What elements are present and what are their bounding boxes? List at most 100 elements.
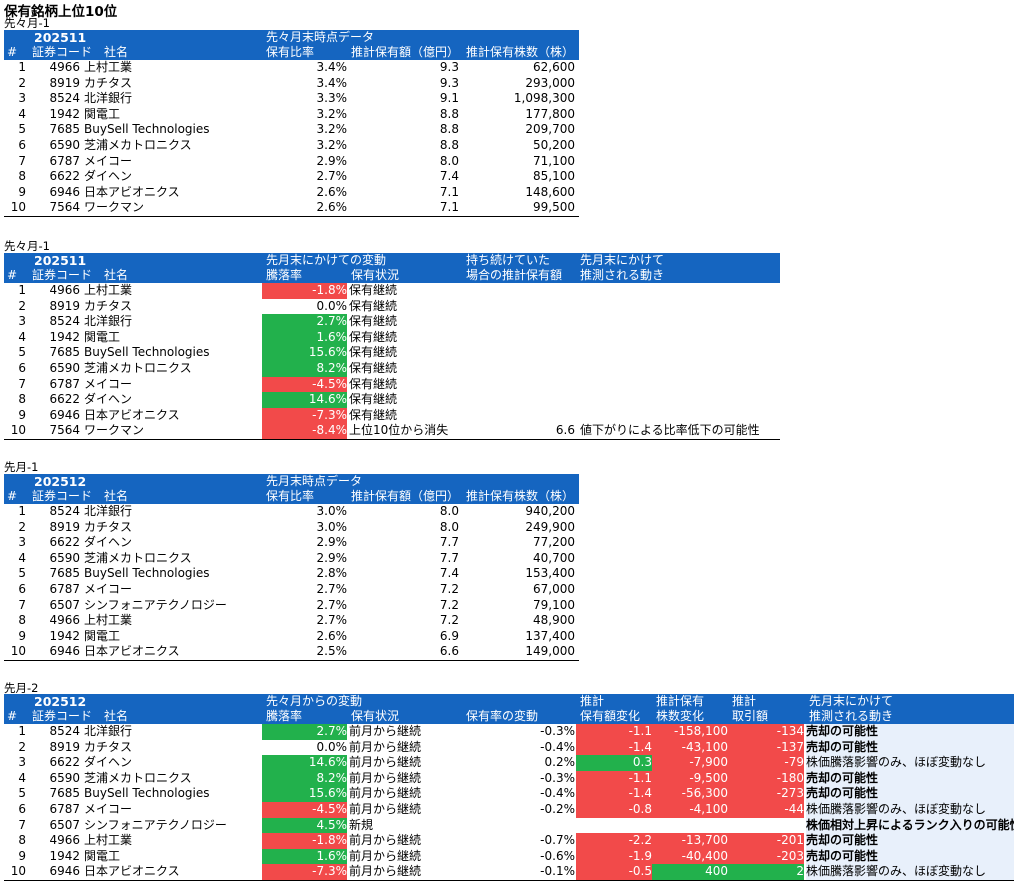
company-name: BuySell Technologies bbox=[84, 566, 210, 581]
table-row: 10 6946 日本アビオニクス -7.3% 前月から継続 -0.1% -0.5 400 2 株価… bbox=[4, 864, 1014, 880]
company-name: 上村工業 bbox=[84, 833, 133, 848]
row-number: 6 bbox=[18, 360, 26, 375]
company-name: 芝浦メカトロニクス bbox=[84, 360, 192, 375]
holding-shares: 62,600 bbox=[533, 60, 575, 74]
holding-ratio: 2.8% bbox=[316, 566, 348, 581]
table4-label: 先月-2 bbox=[4, 681, 39, 695]
trade-amount: -134 bbox=[728, 724, 804, 740]
company-name: メイコー bbox=[84, 153, 133, 168]
security-code: 8919 bbox=[49, 519, 80, 534]
col-code: 証券コード bbox=[32, 268, 93, 282]
company-name: 日本アビオニクス bbox=[84, 407, 180, 422]
col-shares: 推計保有株数（株） bbox=[466, 45, 575, 59]
row-number: 2 bbox=[18, 75, 26, 90]
amount-change: 0.3 bbox=[576, 755, 652, 771]
table-row: 4 1942 関電工 3.2% 8.8 177,800 bbox=[4, 107, 579, 123]
estimated-hold-amount: 6.6 bbox=[555, 423, 575, 438]
holding-amount: 6.6 bbox=[439, 644, 459, 659]
col-change: 騰落率 bbox=[266, 268, 303, 282]
security-code: 6946 bbox=[49, 644, 80, 659]
table2-group-move-b: 推測される動き bbox=[580, 268, 665, 282]
security-code: 6622 bbox=[49, 535, 80, 550]
holding-ratio: 2.6% bbox=[316, 200, 348, 215]
ratio-change: -0.4% bbox=[540, 739, 575, 754]
amount-change: -0.8 bbox=[576, 801, 652, 818]
table4-period: 202512 bbox=[34, 694, 87, 709]
holding-amount: 8.8 bbox=[439, 122, 459, 137]
table4-group-title: 先々月からの変動 bbox=[266, 694, 363, 708]
company-name: カチタス bbox=[84, 519, 133, 534]
table4-group-sh-b: 株数変化 bbox=[656, 709, 705, 723]
company-name: 北洋銀行 bbox=[84, 314, 133, 329]
holding-amount: 7.2 bbox=[439, 597, 459, 612]
col-shares: 推計保有株数（株） bbox=[466, 489, 575, 503]
holding-amount: 9.3 bbox=[439, 75, 459, 90]
row-number: 1 bbox=[18, 283, 26, 297]
holding-status: 保有継続 bbox=[349, 314, 398, 329]
table4-header-columns: # 証券コード 社名 騰落率 保有状況 保有率の変動 保有額変化 株数変化 取引… bbox=[4, 709, 1014, 724]
company-name: ワークマン bbox=[84, 200, 145, 215]
table-row: 3 6622 ダイヘン 14.6% 前月から継続 0.2% 0.3 -7,900 -79 株価騰落… bbox=[4, 755, 1014, 771]
holding-status: 前月から継続 bbox=[349, 724, 422, 738]
ratio-change: -0.2% bbox=[540, 801, 575, 816]
table-row: 5 7685 BuySell Technologies 15.6% 保有継続 bbox=[4, 345, 780, 361]
row-number: 8 bbox=[18, 613, 26, 628]
company-name: BuySell Technologies bbox=[84, 122, 210, 137]
col-code: 証券コード bbox=[32, 489, 93, 503]
company-name: カチタス bbox=[84, 75, 133, 90]
holding-ratio: 2.9% bbox=[316, 550, 348, 565]
company-name: 北洋銀行 bbox=[84, 91, 133, 106]
table3-body: 1 8524 北洋銀行 3.0% 8.0 940,200 2 8919 カチタス 3.0% 8.0 2… bbox=[4, 504, 579, 660]
holding-shares: 148,600 bbox=[525, 184, 575, 199]
company-name: 関電工 bbox=[84, 848, 121, 863]
row-number: 4 bbox=[18, 329, 26, 344]
price-change: -1.8% bbox=[262, 833, 347, 849]
holding-status: 保有継続 bbox=[349, 360, 398, 375]
holding-amount: 8.8 bbox=[439, 137, 459, 152]
holding-shares: 249,900 bbox=[525, 519, 575, 534]
table-row: 1 8524 北洋銀行 3.0% 8.0 940,200 bbox=[4, 504, 579, 520]
table-row: 3 6622 ダイヘン 2.9% 7.7 77,200 bbox=[4, 535, 579, 551]
table2-group-move-a: 先月末にかけて bbox=[580, 253, 665, 267]
table-row: 7 6787 メイコー -4.5% 保有継続 bbox=[4, 376, 780, 393]
trade-amount: -137 bbox=[728, 739, 804, 756]
security-code: 7564 bbox=[49, 423, 80, 438]
price-change: 0.0% bbox=[316, 739, 348, 754]
table-row: 9 6946 日本アビオニクス 2.6% 7.1 148,600 bbox=[4, 185, 579, 201]
row-number: 10 bbox=[10, 644, 26, 659]
amount-change: -1.1 bbox=[576, 770, 652, 787]
security-code: 4966 bbox=[49, 60, 80, 74]
company-name: カチタス bbox=[84, 298, 133, 313]
estimated-move: 売却の可能性 bbox=[806, 786, 1014, 802]
amount-change: -0.5 bbox=[576, 864, 652, 880]
row-number: 4 bbox=[18, 550, 26, 565]
table1-label: 先々月-1 bbox=[4, 16, 50, 30]
table-row: 1 4966 上村工業 -1.8% 保有継続 bbox=[4, 283, 780, 299]
table3-header-columns: # 証券コード 社名 保有比率 推計保有額（億円） 推計保有株数（株） bbox=[4, 489, 579, 504]
security-code: 6507 bbox=[49, 597, 80, 612]
table-row: 10 7564 ワークマン 2.6% 7.1 99,500 bbox=[4, 200, 579, 216]
security-code: 8919 bbox=[49, 298, 80, 313]
trade-amount: -44 bbox=[728, 801, 804, 818]
holding-ratio: 2.7% bbox=[316, 169, 348, 184]
holding-ratio: 2.9% bbox=[316, 535, 348, 550]
company-name: シンフォニアテクノロジー bbox=[84, 597, 227, 612]
col-ratio: 保有比率 bbox=[266, 45, 315, 59]
security-code: 8919 bbox=[49, 75, 80, 90]
company-name: メイコー bbox=[84, 801, 133, 816]
page-title: 保有銘柄上位10位 bbox=[4, 4, 118, 20]
holding-shares: 293,000 bbox=[525, 75, 575, 90]
holding-ratio: 3.4% bbox=[316, 75, 348, 90]
shares-change: -4,100 bbox=[652, 801, 728, 818]
estimated-move: 株価相対上昇によるランク入りの可能性 bbox=[806, 817, 1014, 834]
estimated-move: 売却の可能性 bbox=[806, 739, 1014, 756]
table-row: 10 7564 ワークマン -8.4% 上位10位から消失 6.6 値下がりによる比率低下の… bbox=[4, 423, 780, 439]
table-row: 2 8919 カチタス 0.0% 保有継続 bbox=[4, 299, 780, 315]
table1-top-holdings-prev2: 202511 先々月末時点データ # 証券コード 社名 保有比率 推計保有額（億… bbox=[4, 30, 579, 217]
ratio-change: -0.1% bbox=[540, 864, 575, 879]
security-code: 6622 bbox=[49, 392, 80, 407]
holding-shares: 153,400 bbox=[525, 566, 575, 581]
table4-body: 1 8524 北洋銀行 2.7% 前月から継続 -0.3% -1.1 -158,100 -134… bbox=[4, 724, 1014, 880]
company-name: 関電工 bbox=[84, 106, 121, 121]
table4-group-amt-a: 推計 bbox=[580, 694, 605, 708]
